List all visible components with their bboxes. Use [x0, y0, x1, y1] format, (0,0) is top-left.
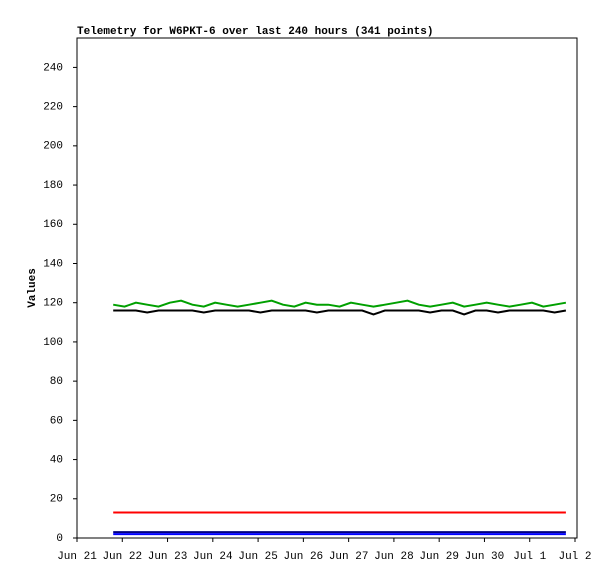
x-tick-label: Jun 27 [329, 551, 369, 563]
x-tick-label: Jun 30 [465, 551, 505, 563]
y-tick-label: 160 [43, 219, 63, 231]
x-tick-label: Jun 24 [193, 551, 233, 563]
x-tick-label: Jun 29 [419, 551, 459, 563]
x-tick-label: Jun 28 [374, 551, 414, 563]
x-tick-label: Jul 1 [513, 551, 546, 563]
y-tick-label: 200 [43, 141, 63, 153]
series-line [113, 299, 567, 308]
y-tick-label: 20 [50, 494, 63, 506]
y-axis-label: Values [27, 268, 39, 308]
x-tick-label: Jul 2 [558, 551, 591, 563]
plot-frame [76, 37, 578, 539]
x-tick-label: Jun 22 [102, 551, 142, 563]
y-tick-label: 120 [43, 298, 63, 310]
y-tick-label: 80 [50, 376, 63, 388]
y-tick-label: 100 [43, 337, 63, 349]
x-tick-label: Jun 23 [148, 551, 188, 563]
x-tick-label: Jun 25 [238, 551, 278, 563]
y-tick-label: 0 [56, 533, 63, 545]
chart-title: Telemetry for W6PKT-6 over last 240 hour… [77, 26, 433, 38]
y-tick-label: 60 [50, 415, 63, 427]
series-line [113, 309, 567, 316]
y-tick-label: 240 [43, 62, 63, 74]
y-tick-label: 180 [43, 180, 63, 192]
y-tick-label: 220 [43, 102, 63, 114]
y-tick-label: 140 [43, 258, 63, 270]
x-tick-label: Jun 26 [284, 551, 324, 563]
x-tick-label: Jun 21 [57, 551, 97, 563]
y-tick-label: 40 [50, 454, 63, 466]
